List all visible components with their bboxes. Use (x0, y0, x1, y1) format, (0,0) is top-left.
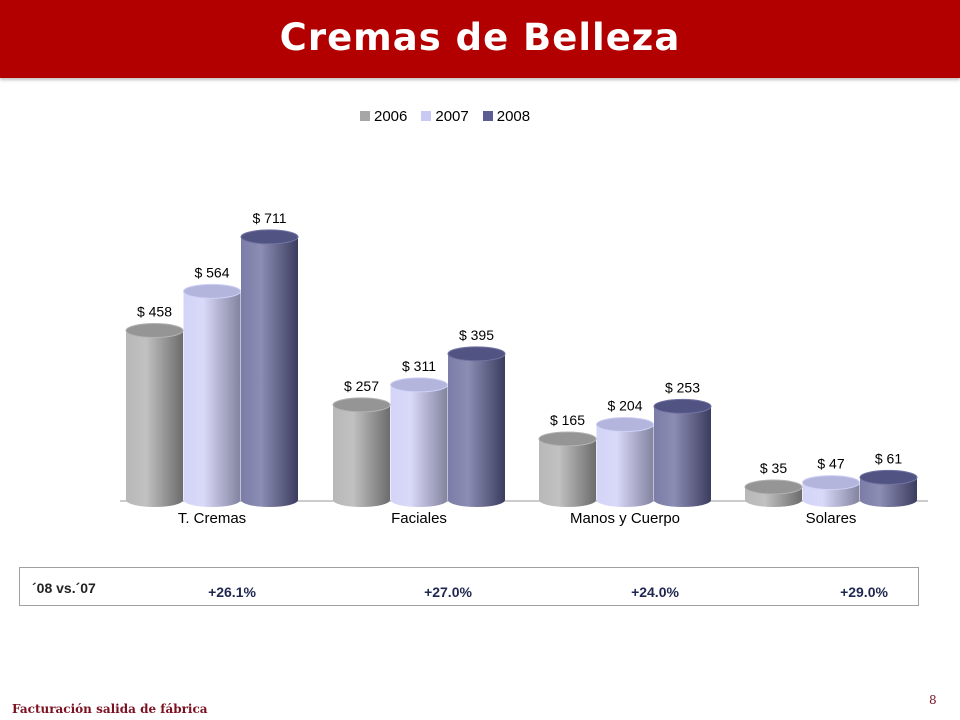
legend-item-2007: 2007 (421, 107, 469, 125)
bar-faciales-2006 (332, 397, 391, 507)
data-label-solares-2006: $ 35 (760, 460, 787, 476)
title-bar: Cremas de Belleza (0, 0, 960, 78)
legend-label-2008: 2008 (496, 107, 531, 125)
legend-swatch-2007 (421, 111, 432, 121)
page-title: Cremas de Belleza (279, 16, 681, 59)
legend-label-2007: 2007 (435, 107, 469, 125)
page-number: 8 (929, 693, 937, 707)
legend-swatch-2008 (482, 111, 493, 121)
legend-item-2008: 2008 (482, 107, 531, 125)
data-label-solares-2007: $ 47 (817, 456, 844, 472)
bar-t-cremas-2006 (125, 323, 184, 507)
bar-manos-y-cuerpo-2007 (596, 417, 654, 507)
comparison-value-t-cremas: +26.1% (208, 584, 256, 600)
legend-swatch-2006 (360, 111, 370, 121)
bar-t-cremas-2007 (183, 283, 241, 507)
bar-faciales-2008 (447, 346, 506, 507)
bar-manos-y-cuerpo-2008 (653, 398, 712, 507)
comparison-box: ´08 vs.´07 +26.1% +27.0% +24.0% +29.0% (19, 567, 919, 606)
data-label-manos-y-cuerpo-2006: $ 165 (550, 412, 585, 428)
bar-t-cremas-2008 (240, 229, 299, 507)
data-label-solares-2008: $ 61 (875, 450, 902, 466)
comparison-value-faciales: +27.0% (424, 584, 472, 600)
category-label-solares: Solares (806, 510, 857, 527)
comparison-value-solares: +29.0% (840, 584, 888, 600)
category-label-faciales: Faciales (391, 510, 447, 527)
chart-legend: 2006 2007 2008 (360, 107, 530, 125)
category-label-manos-y-cuerpo: Manos y Cuerpo (570, 510, 680, 527)
bar-solares-2006 (744, 479, 803, 507)
legend-item-2006: 2006 (360, 108, 407, 125)
bar-solares-2008 (859, 469, 918, 507)
data-label-manos-y-cuerpo-2007: $ 204 (607, 398, 642, 414)
bar-solares-2007 (802, 475, 860, 507)
comparison-value-manos-y-cuerpo: +24.0% (631, 584, 679, 600)
data-label-t-cremas-2008: $ 711 (253, 210, 287, 226)
category-label-t-cremas: T. Cremas (178, 510, 246, 527)
bar-manos-y-cuerpo-2006 (538, 431, 597, 507)
bar-faciales-2007 (390, 377, 448, 507)
legend-label-2006: 2006 (374, 107, 408, 125)
data-label-manos-y-cuerpo-2008: $ 253 (665, 379, 700, 395)
data-label-faciales-2006: $ 257 (344, 378, 379, 394)
footer-note: Facturación salida de fábrica (12, 702, 208, 716)
data-label-t-cremas-2007: $ 564 (194, 264, 229, 280)
data-label-t-cremas-2006: $ 458 (137, 304, 172, 320)
data-label-faciales-2007: $ 311 (402, 358, 436, 374)
comparison-label: ´08 vs.´07 (32, 580, 96, 596)
data-label-faciales-2008: $ 395 (459, 327, 494, 343)
